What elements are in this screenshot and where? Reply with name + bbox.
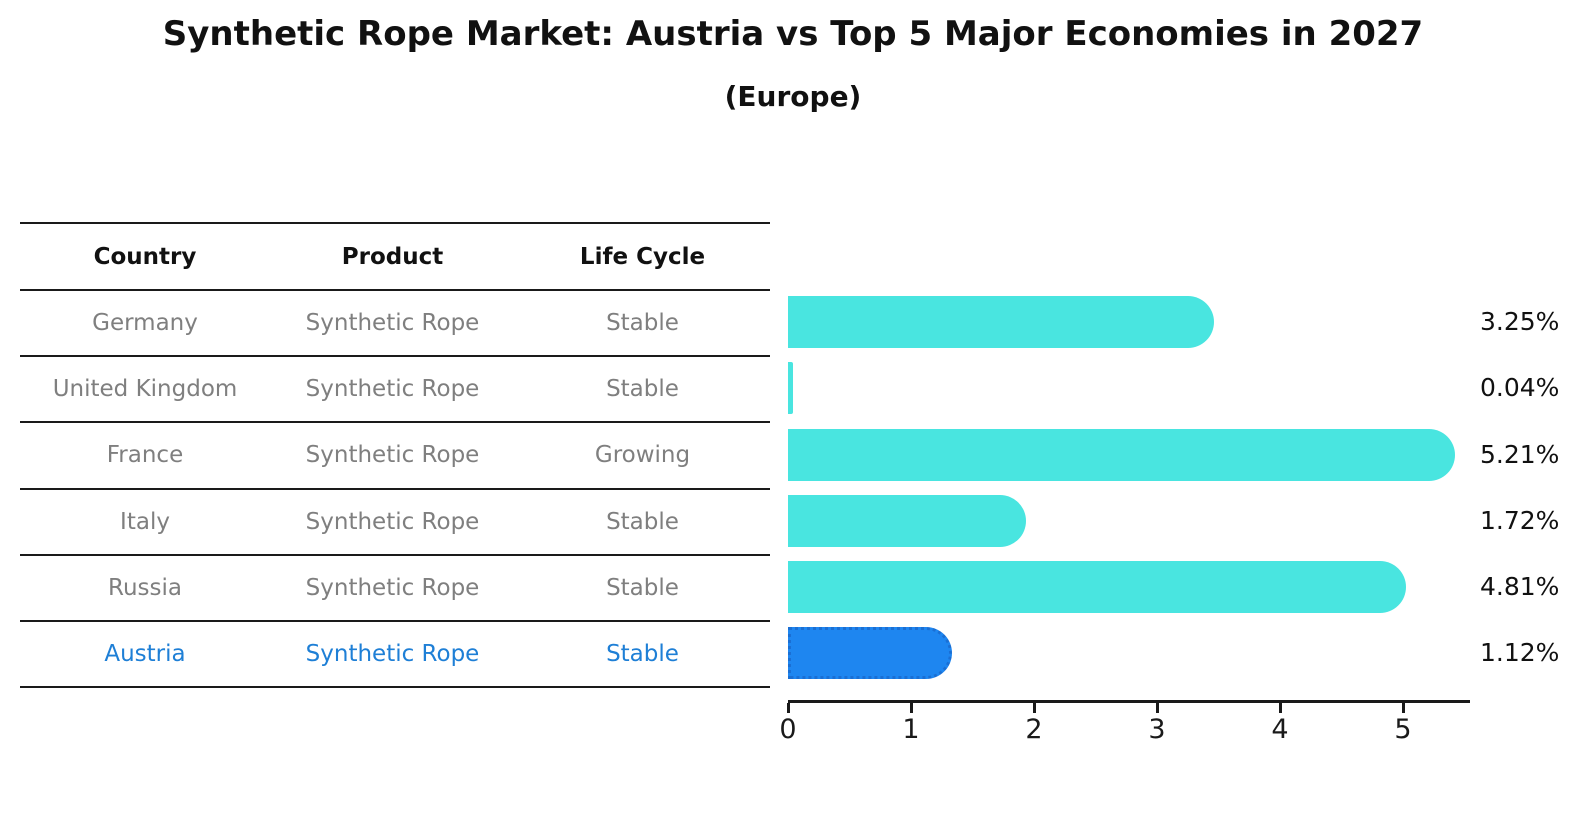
x-tick-mark bbox=[787, 703, 790, 713]
x-tick-label: 2 bbox=[1025, 714, 1043, 745]
product-cell: Synthetic Rope bbox=[305, 442, 480, 469]
country-cell: Russia bbox=[108, 574, 182, 601]
x-tick-label: 5 bbox=[1394, 714, 1412, 745]
bar-italy bbox=[788, 494, 1026, 547]
chart-title: Synthetic Rope Market: Austria vs Top 5 … bbox=[162, 14, 1424, 54]
bar-russia bbox=[788, 561, 1406, 613]
country-cell: France bbox=[106, 442, 184, 469]
x-tick-mark bbox=[1033, 703, 1036, 713]
value-label: 0.04% bbox=[1480, 373, 1560, 403]
country-cell: Italy bbox=[120, 508, 170, 535]
life-cycle-cell: Growing bbox=[594, 442, 691, 469]
table-row: France Synthetic Rope Growing bbox=[20, 423, 770, 490]
chart-subtitle: (Europe) bbox=[724, 80, 862, 113]
table-row: Germany Synthetic Rope Stable bbox=[20, 291, 770, 358]
product-cell: Synthetic Rope bbox=[305, 376, 480, 403]
table-row: Russia Synthetic Rope Stable bbox=[20, 556, 770, 622]
value-label: 3.25% bbox=[1480, 307, 1560, 337]
column-header-product: Product bbox=[341, 243, 444, 270]
x-tick-label: 1 bbox=[902, 714, 920, 745]
table-header-row: Country Product Life Cycle bbox=[20, 224, 770, 291]
product-cell: Synthetic Rope bbox=[305, 641, 480, 668]
product-cell: Synthetic Rope bbox=[305, 574, 480, 601]
product-cell: Synthetic Rope bbox=[305, 508, 480, 535]
x-tick-label: 0 bbox=[779, 714, 797, 745]
value-label: 5.21% bbox=[1480, 439, 1560, 469]
x-tick-label: 4 bbox=[1271, 714, 1289, 745]
value-label: 1.72% bbox=[1480, 505, 1560, 535]
product-cell: Synthetic Rope bbox=[305, 310, 480, 337]
column-header-country: Country bbox=[93, 243, 197, 270]
country-cell: United Kingdom bbox=[52, 376, 238, 403]
life-cycle-cell: Stable bbox=[606, 508, 679, 535]
life-cycle-cell: Stable bbox=[606, 574, 679, 601]
x-tick-mark bbox=[1279, 703, 1282, 713]
table-row: United Kingdom Synthetic Rope Stable bbox=[20, 357, 770, 424]
x-tick-mark bbox=[1402, 703, 1405, 713]
x-tick-mark bbox=[910, 703, 913, 713]
column-header-life-cycle: Life Cycle bbox=[579, 243, 706, 270]
country-cell: Austria bbox=[104, 641, 186, 668]
country-table: Country Product Life Cycle Germany Synth… bbox=[20, 222, 770, 689]
life-cycle-cell: Stable bbox=[606, 310, 679, 337]
life-cycle-cell: Stable bbox=[606, 641, 679, 668]
bar-france bbox=[788, 428, 1455, 481]
value-label: 4.81% bbox=[1480, 572, 1560, 601]
table-row: Austria Synthetic Rope Stable bbox=[20, 622, 770, 689]
x-tick-label: 3 bbox=[1148, 714, 1166, 745]
x-tick-mark bbox=[1156, 703, 1159, 713]
bar-united-kingdom bbox=[788, 362, 793, 415]
table-row: Italy Synthetic Rope Stable bbox=[20, 490, 770, 556]
table-body: Germany Synthetic Rope Stable United Kin… bbox=[20, 291, 770, 689]
x-axis-line bbox=[788, 700, 1470, 703]
value-label: 1.12% bbox=[1480, 638, 1560, 668]
life-cycle-cell: Stable bbox=[606, 376, 679, 403]
bar-austria bbox=[788, 627, 952, 680]
bar-germany bbox=[788, 296, 1214, 349]
country-cell: Germany bbox=[92, 310, 198, 337]
